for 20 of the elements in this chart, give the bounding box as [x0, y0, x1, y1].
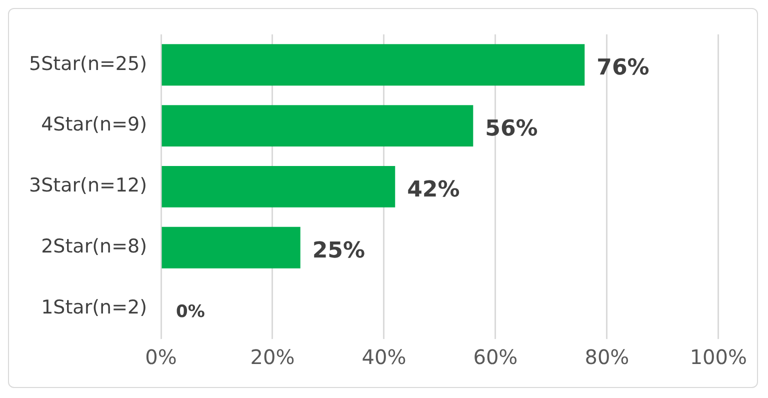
x-tick-label: 20% [250, 345, 295, 370]
x-tick-label: 40% [362, 345, 406, 370]
data-label: 76% [596, 56, 650, 81]
data-label: 0% [176, 302, 205, 322]
y-tick-label: 1Star(n=2) [41, 296, 148, 318]
x-tick-label: 60% [473, 345, 518, 370]
x-tick-label: 80% [584, 345, 630, 370]
x-tick-label: 0% [145, 345, 177, 370]
y-tick-label: 5Star(n=25) [28, 52, 148, 75]
y-tick-label: 3Star(n=12) [28, 174, 148, 197]
y-tick-label: 4Star(n=9) [41, 114, 148, 136]
y-tick-label: 2Star(n=8) [41, 236, 148, 258]
x-tick-label: 100% [690, 345, 748, 370]
data-label: 56% [485, 116, 538, 142]
data-label: 25% [312, 238, 366, 264]
bar [162, 44, 585, 86]
bar [162, 226, 300, 268]
bar [162, 166, 396, 208]
data-label: 42% [407, 177, 460, 202]
bar [162, 105, 474, 146]
